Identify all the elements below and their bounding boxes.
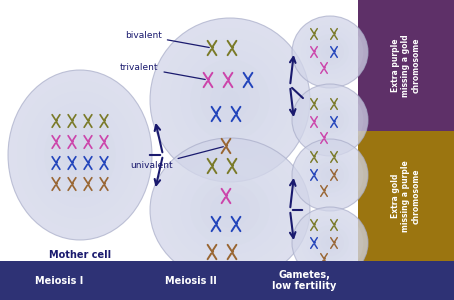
Ellipse shape bbox=[150, 138, 310, 282]
Ellipse shape bbox=[316, 106, 344, 134]
Ellipse shape bbox=[297, 88, 363, 152]
Ellipse shape bbox=[306, 220, 354, 266]
Bar bbox=[0, 261, 454, 300]
Ellipse shape bbox=[35, 102, 125, 208]
Ellipse shape bbox=[297, 20, 363, 83]
Ellipse shape bbox=[325, 47, 335, 56]
Ellipse shape bbox=[150, 18, 310, 182]
Ellipse shape bbox=[321, 234, 340, 252]
Ellipse shape bbox=[292, 16, 368, 88]
Ellipse shape bbox=[170, 38, 290, 161]
Ellipse shape bbox=[301, 25, 359, 79]
Ellipse shape bbox=[325, 170, 335, 179]
Text: Mother cell
(2n): Mother cell (2n) bbox=[49, 250, 111, 272]
Ellipse shape bbox=[200, 183, 260, 237]
Ellipse shape bbox=[292, 84, 368, 156]
Ellipse shape bbox=[311, 225, 349, 261]
Ellipse shape bbox=[71, 144, 89, 166]
Ellipse shape bbox=[150, 18, 310, 182]
Bar bbox=[358, 130, 454, 261]
Ellipse shape bbox=[292, 84, 368, 156]
Ellipse shape bbox=[311, 34, 349, 70]
Ellipse shape bbox=[180, 165, 280, 255]
Ellipse shape bbox=[200, 69, 260, 131]
Ellipse shape bbox=[316, 230, 344, 256]
Text: Meiosis I: Meiosis I bbox=[35, 275, 83, 286]
Text: Extra purple
missing a gold
chromosome: Extra purple missing a gold chromosome bbox=[391, 34, 421, 97]
Ellipse shape bbox=[53, 123, 107, 187]
Ellipse shape bbox=[26, 91, 134, 219]
Ellipse shape bbox=[301, 148, 359, 202]
Ellipse shape bbox=[17, 81, 143, 230]
Ellipse shape bbox=[292, 207, 368, 279]
Ellipse shape bbox=[44, 112, 116, 197]
Text: univalent: univalent bbox=[130, 147, 223, 170]
Ellipse shape bbox=[190, 59, 270, 141]
Ellipse shape bbox=[180, 49, 280, 151]
Ellipse shape bbox=[325, 116, 335, 124]
Ellipse shape bbox=[301, 93, 359, 147]
Ellipse shape bbox=[8, 70, 152, 240]
Text: bivalent: bivalent bbox=[125, 31, 209, 47]
Text: Gametes,
low fertility: Gametes, low fertility bbox=[272, 270, 336, 291]
Bar bbox=[358, 0, 454, 130]
Ellipse shape bbox=[311, 157, 349, 193]
Ellipse shape bbox=[325, 238, 335, 247]
Ellipse shape bbox=[62, 134, 98, 176]
Ellipse shape bbox=[311, 102, 349, 138]
Ellipse shape bbox=[321, 111, 340, 129]
Text: trivalent: trivalent bbox=[120, 63, 205, 80]
Ellipse shape bbox=[220, 201, 240, 219]
Ellipse shape bbox=[292, 16, 368, 88]
Ellipse shape bbox=[292, 139, 368, 211]
Ellipse shape bbox=[316, 38, 344, 65]
Ellipse shape bbox=[292, 139, 368, 211]
Ellipse shape bbox=[297, 212, 363, 274]
Ellipse shape bbox=[321, 166, 340, 184]
Ellipse shape bbox=[306, 98, 354, 142]
Ellipse shape bbox=[190, 174, 270, 246]
Ellipse shape bbox=[301, 216, 359, 270]
Ellipse shape bbox=[160, 147, 300, 273]
Ellipse shape bbox=[306, 152, 354, 197]
Ellipse shape bbox=[160, 28, 300, 172]
Ellipse shape bbox=[8, 70, 152, 240]
Text: Extra gold
missing a purple
chromosome: Extra gold missing a purple chromosome bbox=[391, 160, 421, 232]
Ellipse shape bbox=[297, 143, 363, 206]
Ellipse shape bbox=[220, 90, 240, 110]
Ellipse shape bbox=[292, 207, 368, 279]
Ellipse shape bbox=[210, 192, 250, 228]
Text: Meiosis II: Meiosis II bbox=[165, 275, 217, 286]
Ellipse shape bbox=[150, 138, 310, 282]
Ellipse shape bbox=[316, 161, 344, 188]
Ellipse shape bbox=[321, 43, 340, 61]
Ellipse shape bbox=[210, 80, 250, 121]
Ellipse shape bbox=[170, 156, 290, 264]
Ellipse shape bbox=[306, 29, 354, 74]
